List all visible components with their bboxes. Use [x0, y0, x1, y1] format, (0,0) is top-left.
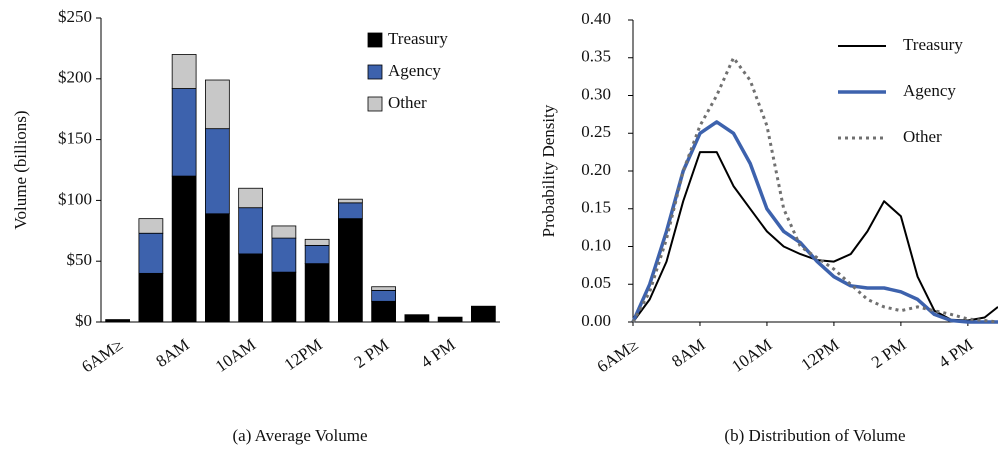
bar-segment	[205, 128, 230, 215]
line-series	[632, 151, 998, 323]
caption: (b) Distribution of Volume	[724, 426, 905, 445]
x-tick-label: 12PM	[281, 335, 326, 374]
x-tick-label: 2 PM	[351, 335, 392, 372]
y-tick-label: 0.05	[581, 273, 611, 292]
bar-segment	[138, 272, 164, 323]
line-series	[631, 56, 998, 324]
y-tick-label: 0.35	[581, 47, 611, 66]
legend-label: Agency	[388, 61, 441, 80]
y-tick-label: $0	[75, 311, 92, 330]
y-axis-title: Volume (billions)	[11, 110, 30, 229]
bar-segment	[338, 198, 363, 204]
y-tick-label: 0.20	[581, 160, 611, 179]
y-tick-label: 0.30	[581, 84, 611, 103]
legend-label: Treasury	[388, 29, 448, 48]
bar-segment	[404, 314, 430, 323]
x-tick-label: 10AM	[728, 335, 775, 376]
y-tick-label: 0.40	[581, 9, 611, 28]
x-tick-label: 12PM	[797, 335, 842, 374]
x-tick-label: 6AM≥	[594, 335, 642, 377]
bar-segment	[304, 244, 330, 265]
bar-segment	[138, 232, 164, 274]
y-tick-label: $150	[58, 129, 92, 148]
bar-segment	[205, 79, 230, 130]
y-tick-label: $250	[58, 7, 92, 26]
y-tick-label: 0.00	[581, 311, 611, 330]
bar-segment	[105, 319, 130, 323]
legend-swatch	[367, 96, 383, 112]
bar-segment	[437, 316, 463, 323]
legend-swatch	[367, 64, 383, 80]
x-tick-label: 4 PM	[417, 335, 458, 372]
x-tick-label: 6AM≥	[78, 335, 126, 377]
bar-segment	[271, 271, 297, 323]
bar-segment	[238, 253, 263, 323]
bar-segment	[138, 218, 164, 234]
x-tick-label: 2 PM	[868, 335, 909, 372]
bar-segment	[271, 237, 297, 273]
x-tick-label: 8AM	[152, 335, 192, 371]
legend-label: Treasury	[903, 35, 963, 54]
bar-segment	[271, 225, 297, 239]
y-tick-label: $100	[58, 189, 92, 208]
bar-segment	[238, 207, 263, 255]
caption: (a) Average Volume	[232, 426, 367, 445]
bar-segment	[471, 305, 496, 323]
bar-segment	[371, 289, 396, 302]
y-tick-label: 0.25	[581, 122, 611, 141]
y-tick-label: $200	[58, 68, 92, 87]
y-axis-title: Probability Density	[539, 104, 558, 237]
bar-segment	[371, 286, 396, 291]
bar-segment	[338, 202, 363, 220]
y-tick-label: $50	[67, 250, 93, 269]
bar-segment	[205, 213, 230, 323]
legend-swatch	[367, 32, 383, 48]
x-tick-label: 4 PM	[935, 335, 976, 372]
bar-segment	[304, 238, 330, 246]
legend-label: Agency	[903, 81, 956, 100]
x-tick-label: 8AM	[668, 335, 708, 371]
y-tick-label: 0.10	[581, 235, 611, 254]
line-series	[631, 120, 998, 324]
bar-segment	[338, 218, 363, 323]
x-tick-label: 10AM	[212, 335, 259, 376]
bar-segment	[171, 88, 197, 177]
legend-label: Other	[903, 127, 942, 146]
bar-segment	[171, 175, 197, 323]
bar-segment	[371, 300, 396, 323]
legend-label: Other	[388, 93, 427, 112]
bar-segment	[304, 263, 330, 323]
bar-segment	[171, 54, 197, 89]
bar-segment	[238, 187, 263, 209]
y-tick-label: 0.15	[581, 198, 611, 217]
